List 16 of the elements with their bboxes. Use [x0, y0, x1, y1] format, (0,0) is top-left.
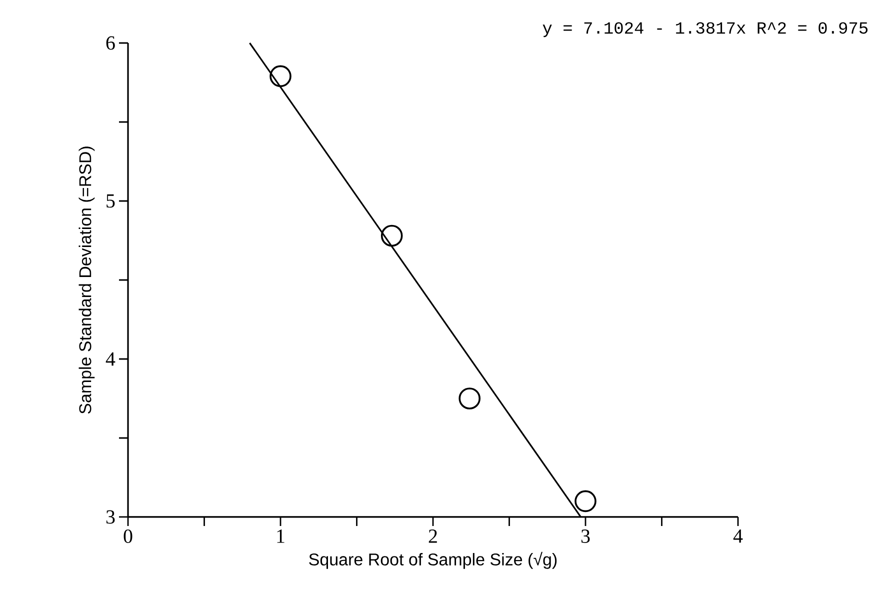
x-axis-title: Square Root of Sample Size (√g) [309, 552, 557, 569]
y-tick-label: 6 [106, 36, 115, 50]
y-tick-label: 5 [106, 194, 115, 208]
point [270, 65, 292, 88]
point [574, 490, 596, 512]
x-tick-label: 0 [124, 530, 132, 544]
x-tick-label: 1 [277, 530, 284, 543]
point [380, 224, 403, 247]
y-tick-label: 3 [106, 510, 115, 524]
x-tick-label: 3 [581, 530, 590, 543]
x-tick-label: 2 [428, 530, 437, 543]
y-axis-title: Sample Standard Deviation (=RSD) [78, 146, 95, 414]
text: y = 7.1024 - 1.3817x R^2 = 0.975 [542, 22, 868, 38]
y-tick-label: 4 [106, 352, 116, 366]
x-tick-label: 4 [733, 530, 743, 543]
point [458, 388, 481, 410]
